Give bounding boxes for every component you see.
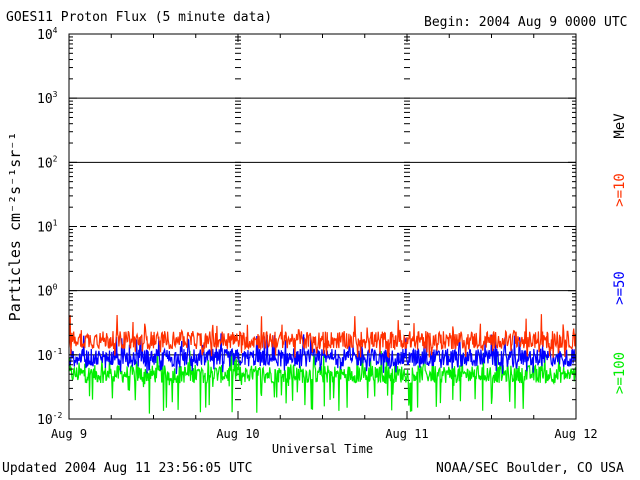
x-axis-label: Universal Time (272, 442, 373, 456)
begin-time-label: Begin: 2004 Aug 9 0000 UTC (424, 15, 628, 30)
series-layer (68, 314, 577, 414)
y-axis-label: Particles cm⁻²s⁻¹sr⁻¹ (6, 132, 24, 322)
y-tick-label: 101 (37, 219, 58, 236)
y-tick-label: 103 (37, 90, 58, 107)
axes-layer (68, 33, 577, 420)
y-tick-label: 100 (37, 283, 58, 300)
legend-entry: >=50 (612, 271, 628, 305)
legend-unit: MeV (612, 113, 628, 139)
updated-timestamp: Updated 2004 Aug 11 23:56:05 UTC (2, 461, 253, 476)
series-line (68, 333, 577, 374)
labels-layer: 10-2 10-1 100 101 102 103 104 Aug 9 Aug 10 Aug 11… (6, 26, 628, 456)
y-tick-label: 104 (37, 26, 58, 43)
chart-title: GOES11 Proton Flux (5 minute data) (6, 10, 273, 25)
series-line (68, 350, 577, 414)
credit-label: NOAA/SEC Boulder, CO USA (436, 461, 624, 476)
series-line (68, 314, 577, 358)
x-tick-label: Aug 12 (554, 427, 597, 441)
x-tick-label: Aug 9 (51, 427, 87, 441)
x-tick-label: Aug 11 (385, 427, 428, 441)
legend-entry: >=100 (612, 352, 628, 394)
y-tick-label: 10-2 (37, 411, 62, 428)
x-tick-label: Aug 10 (216, 427, 259, 441)
y-tick-label: 102 (37, 154, 58, 171)
legend-entry: >=10 (612, 173, 628, 207)
y-tick-label: 10-1 (37, 347, 62, 364)
